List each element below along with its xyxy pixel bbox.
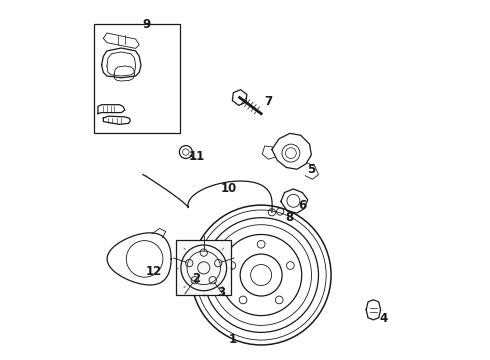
Bar [95, 24, 180, 134]
Circle shape [181, 245, 226, 291]
Text: 9: 9 [142, 18, 150, 31]
Text: 2: 2 [193, 272, 200, 285]
Text: 8: 8 [286, 211, 294, 224]
Text: 10: 10 [220, 183, 237, 195]
Text: 3: 3 [218, 287, 226, 300]
Text: 4: 4 [379, 311, 387, 325]
Text: 7: 7 [264, 95, 272, 108]
Text: 1: 1 [228, 333, 237, 346]
Text: 12: 12 [146, 265, 162, 278]
Polygon shape [176, 240, 231, 295]
Text: 5: 5 [307, 163, 316, 176]
Text: 6: 6 [298, 199, 307, 212]
Text: 11: 11 [189, 150, 205, 163]
